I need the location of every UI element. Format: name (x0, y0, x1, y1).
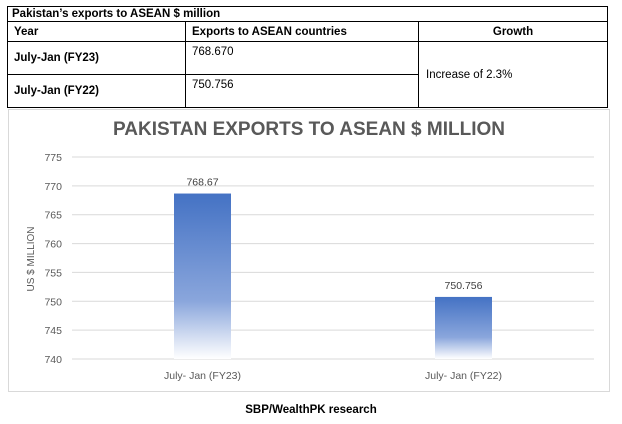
y-axis-label: US $ MILLION (26, 226, 37, 291)
y-tick-label: 775 (44, 152, 62, 164)
y-tick-label: 760 (44, 239, 62, 251)
bar-chart: PAKISTAN EXPORTS TO ASEAN $ MILLION US $… (26, 119, 594, 382)
bar (435, 296, 492, 359)
y-tick-label: 750 (44, 296, 62, 308)
x-tick-label: July- Jan (FY22) (425, 370, 502, 382)
row-value-fy22: 750.756 (185, 74, 419, 108)
growth-cell: Increase of 2.3% (418, 41, 608, 108)
y-tick-label: 745 (44, 325, 62, 337)
row-value-fy23: 768.670 (185, 41, 419, 75)
data-label: 750.756 (445, 280, 483, 292)
x-tick-label: July- Jan (FY23) (164, 370, 241, 382)
row-year-fy22: July-Jan (FY22) (7, 74, 186, 108)
y-tick-label: 770 (44, 181, 62, 193)
y-tick-label: 740 (44, 354, 62, 366)
chart-container: PAKISTAN EXPORTS TO ASEAN $ MILLION US $… (8, 109, 610, 392)
bar (174, 193, 231, 359)
row-year-fy23: July-Jan (FY23) (7, 41, 186, 75)
y-tick-label: 755 (44, 267, 62, 279)
source-note: SBP/WealthPK research (245, 404, 377, 416)
header-growth: Growth (418, 21, 608, 42)
exports-table: Pakistan’s exports to ASEAN $ million Ye… (7, 6, 608, 108)
table-caption: Pakistan’s exports to ASEAN $ million (7, 6, 608, 22)
header-year: Year (7, 21, 186, 42)
data-label: 768.67 (186, 177, 218, 189)
header-exports: Exports to ASEAN countries (185, 21, 419, 42)
y-tick-label: 765 (44, 210, 62, 222)
chart-title: PAKISTAN EXPORTS TO ASEAN $ MILLION (113, 119, 505, 140)
